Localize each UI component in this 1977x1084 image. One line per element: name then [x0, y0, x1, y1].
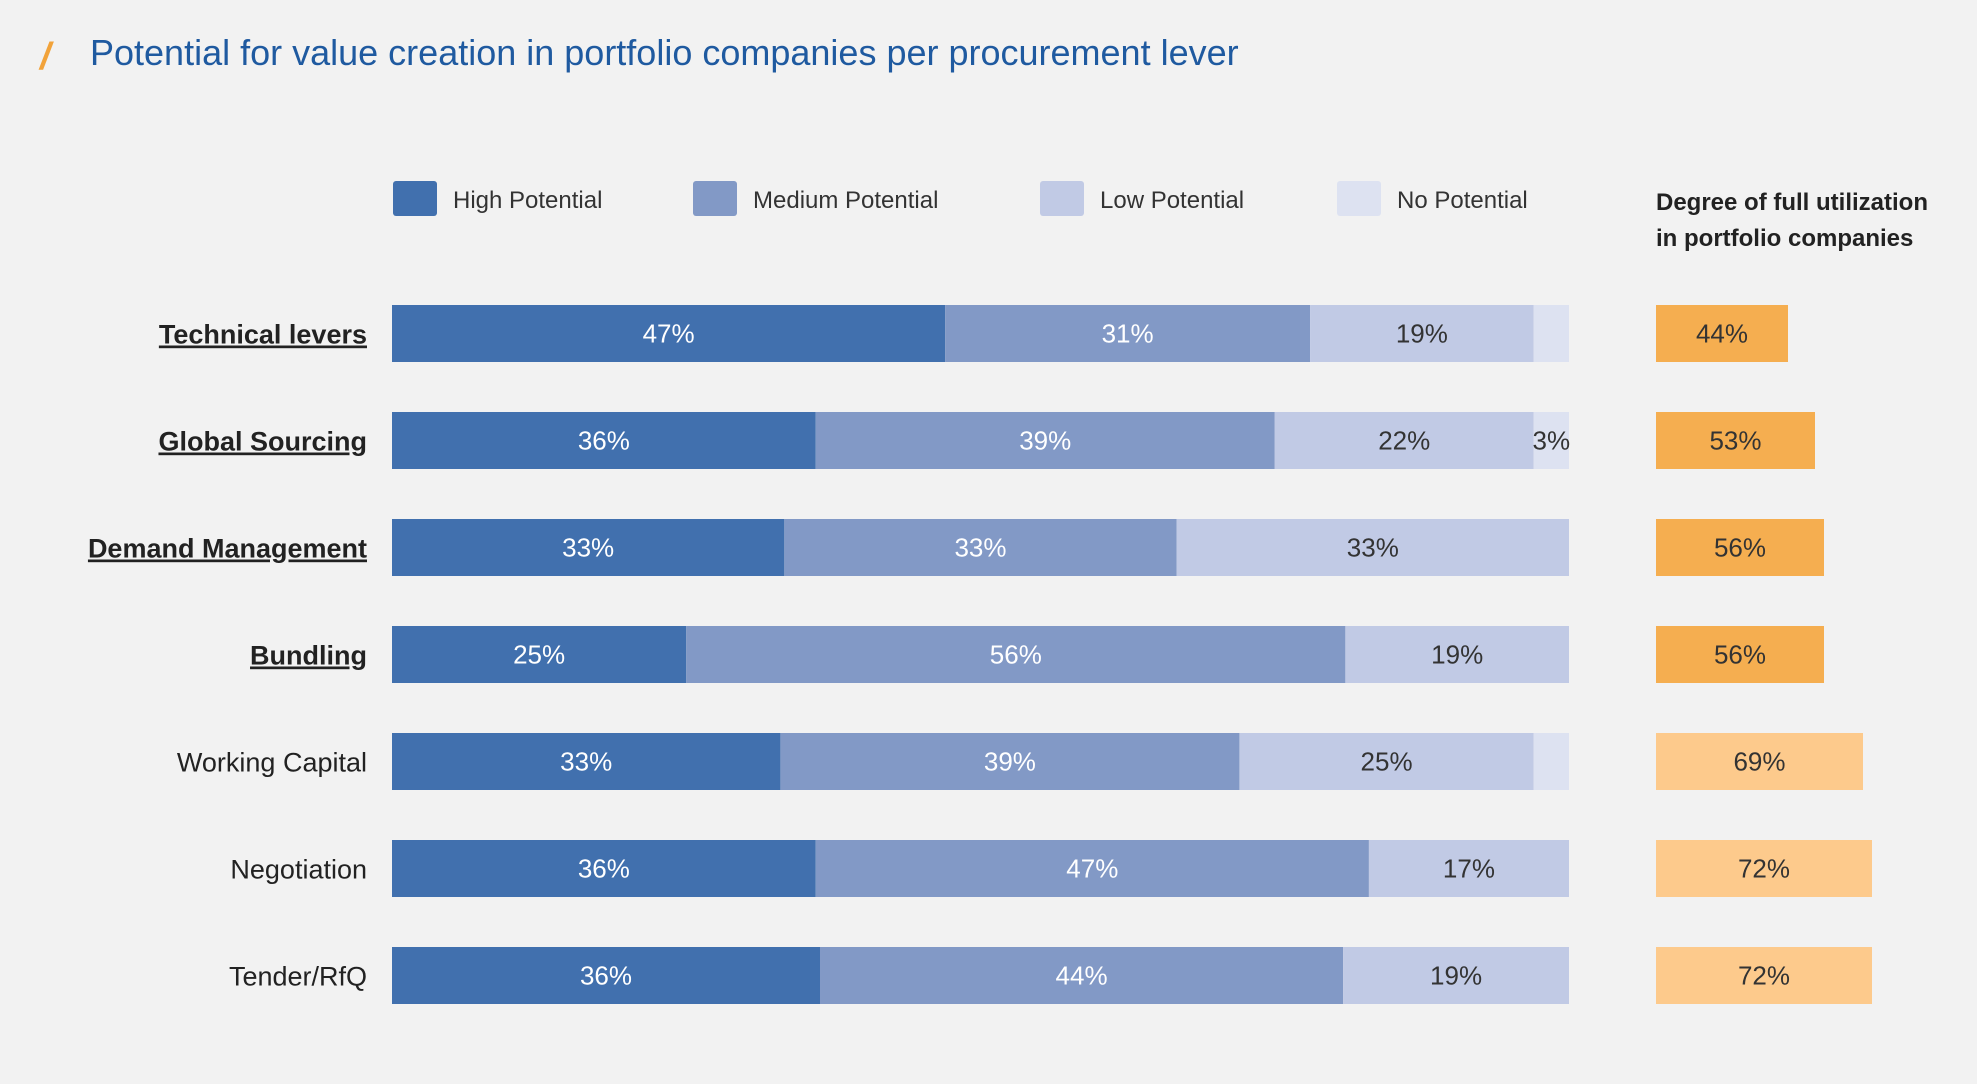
bar-segment-working-capital-1: [780, 733, 1240, 790]
utilization-bar-tender-rfq: [1656, 947, 1872, 1004]
bar-segment-demand-management-0: [392, 519, 785, 576]
bar-label-demand-management-0: 33%: [562, 533, 614, 563]
bar-label-working-capital-2: 25%: [1361, 747, 1413, 777]
bar-segment-technical-levers-3: [1533, 305, 1569, 362]
utilization-label-negotiation: 72%: [1738, 854, 1790, 884]
title-accent-mark: /: [40, 36, 51, 78]
bar-segment-working-capital-3: [1533, 733, 1569, 790]
legend-swatch-low-potential: [1040, 181, 1084, 216]
bar-label-technical-levers-0: 47%: [643, 319, 695, 349]
bar-label-negotiation-1: 47%: [1066, 854, 1118, 884]
bar-label-bundling-2: 19%: [1431, 640, 1483, 670]
bar-segment-technical-levers-1: [945, 305, 1311, 362]
bar-segment-global-sourcing-1: [815, 412, 1275, 469]
bar-label-global-sourcing-1: 39%: [1019, 426, 1071, 456]
bar-segment-working-capital-0: [392, 733, 781, 790]
legend-label-high-potential: High Potential: [453, 187, 602, 214]
bar-segment-technical-levers-2: [1310, 305, 1534, 362]
category-label-negotiation: Negotiation: [230, 855, 367, 885]
bar-segment-global-sourcing-0: [392, 412, 816, 469]
utilization-label-demand-management: 56%: [1714, 533, 1766, 563]
utilization-bar-working-capital: [1656, 733, 1863, 790]
bar-label-global-sourcing-0: 36%: [578, 426, 630, 456]
bar-segment-tender-rfq-0: [392, 947, 820, 1004]
utilization-label-tender-rfq: 72%: [1738, 961, 1790, 991]
bar-label-global-sourcing-2: 22%: [1378, 426, 1430, 456]
bar-segment-demand-management-1: [784, 519, 1177, 576]
bar-label-demand-management-1: 33%: [954, 533, 1006, 563]
bar-label-working-capital-0: 33%: [560, 747, 612, 777]
legend-swatch-medium-potential: [693, 181, 737, 216]
bar-label-working-capital-1: 39%: [984, 747, 1036, 777]
chart-title: Potential for value creation in portfoli…: [90, 32, 1239, 73]
bar-segment-tender-rfq-2: [1343, 947, 1569, 1004]
bar-segment-bundling-2: [1345, 626, 1569, 683]
bar-label-tender-rfq-1: 44%: [1056, 961, 1108, 991]
utilization-bar-technical-levers: [1656, 305, 1788, 362]
bar-segment-global-sourcing-3: [1533, 412, 1569, 469]
bar-segment-negotiation-0: [392, 840, 816, 897]
utilization-label-global-sourcing: 53%: [1709, 426, 1761, 456]
bar-segment-technical-levers-0: [392, 305, 946, 362]
category-label-technical-levers: Technical levers: [159, 320, 367, 350]
bar-label-tender-rfq-2: 19%: [1430, 961, 1482, 991]
utilization-label-bundling: 56%: [1714, 640, 1766, 670]
bar-segment-working-capital-2: [1239, 733, 1534, 790]
bar-label-tender-rfq-0: 36%: [580, 961, 632, 991]
utilization-label-technical-levers: 44%: [1696, 319, 1748, 349]
utilization-bar-bundling: [1656, 626, 1824, 683]
category-label-working-capital: Working Capital: [177, 748, 367, 778]
bar-segment-negotiation-2: [1368, 840, 1569, 897]
bar-segment-tender-rfq-1: [820, 947, 1344, 1004]
bar-label-bundling-0: 25%: [513, 640, 565, 670]
utilization-bar-negotiation: [1656, 840, 1872, 897]
utilization-header-line2: in portfolio companies: [1656, 225, 1913, 252]
bar-label-demand-management-2: 33%: [1347, 533, 1399, 563]
legend-swatch-high-potential: [393, 181, 437, 216]
legend-label-low-potential: Low Potential: [1100, 187, 1244, 214]
utilization-bar-global-sourcing: [1656, 412, 1815, 469]
bar-segment-bundling-0: [392, 626, 687, 683]
bar-label-negotiation-2: 17%: [1443, 854, 1495, 884]
category-label-tender-rfq: Tender/RfQ: [229, 962, 367, 992]
utilization-label-working-capital: 69%: [1733, 747, 1785, 777]
utilization-header-line1: Degree of full utilization: [1656, 189, 1928, 216]
legend-swatch-no-potential: [1337, 181, 1381, 216]
bar-segment-negotiation-1: [815, 840, 1369, 897]
bar-label-global-sourcing-3: 3%: [1533, 426, 1571, 456]
bar-label-technical-levers-2: 19%: [1396, 319, 1448, 349]
bar-segment-global-sourcing-2: [1274, 412, 1534, 469]
utilization-bar-demand-management: [1656, 519, 1824, 576]
bar-segment-bundling-1: [686, 626, 1346, 683]
bar-label-bundling-1: 56%: [990, 640, 1042, 670]
category-label-bundling: Bundling: [250, 641, 367, 671]
category-label-demand-management: Demand Management: [88, 534, 367, 564]
bar-segment-demand-management-2: [1176, 519, 1569, 576]
legend-label-medium-potential: Medium Potential: [753, 187, 938, 214]
bar-label-negotiation-0: 36%: [578, 854, 630, 884]
legend-label-no-potential: No Potential: [1397, 187, 1528, 214]
category-label-global-sourcing: Global Sourcing: [158, 427, 367, 457]
bar-label-technical-levers-1: 31%: [1102, 319, 1154, 349]
